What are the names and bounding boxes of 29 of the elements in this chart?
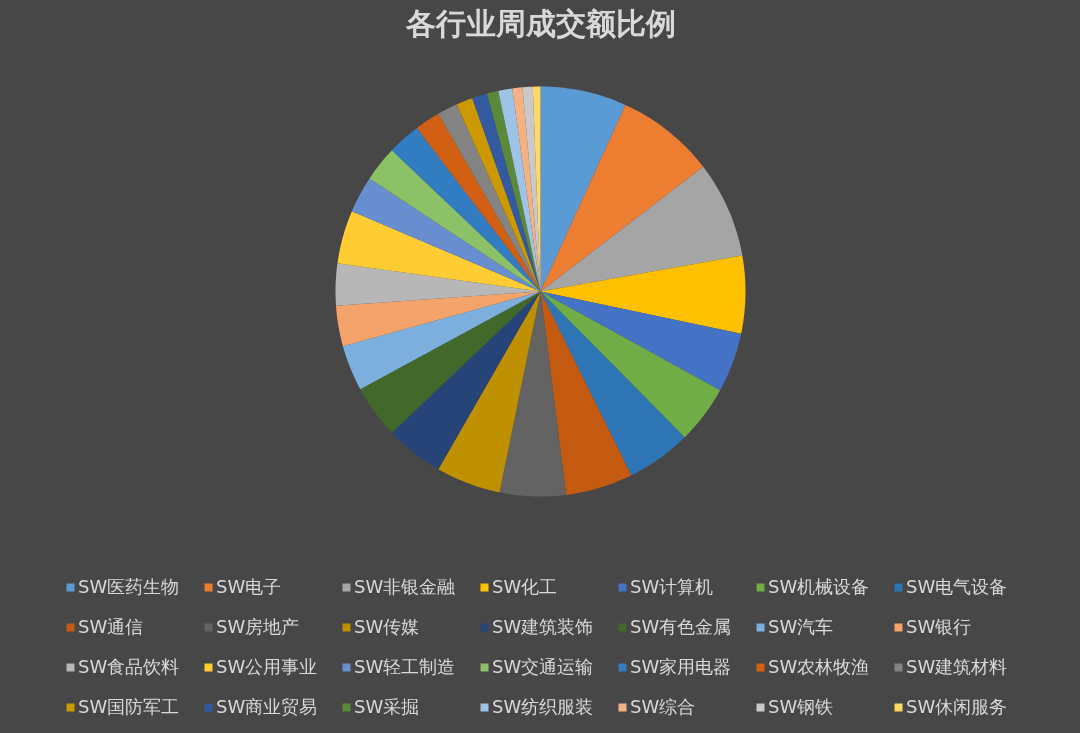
legend-label: SW电气设备 (906, 575, 1009, 599)
legend-label: SW有色金属 (630, 615, 733, 639)
legend-label: SW计算机 (630, 575, 715, 599)
legend-label: SW纺织服装 (492, 695, 595, 719)
legend-label: SW综合 (630, 695, 697, 719)
legend-label: SW汽车 (768, 615, 835, 639)
legend-label: SW公用事业 (216, 655, 319, 679)
legend-label: SW家用电器 (630, 655, 733, 679)
legend-label: SW通信 (78, 615, 145, 639)
legend-label: SW钢铁 (768, 695, 835, 719)
legend-label: SW电子 (216, 575, 283, 599)
legend-label: SW建筑材料 (906, 655, 1009, 679)
legend-label: SW食品饮料 (78, 655, 181, 679)
legend-label: SW医药生物 (78, 575, 181, 599)
chart-title: 各行业周成交额比例 (404, 5, 676, 41)
legend-label: SW采掘 (354, 695, 421, 719)
legend-label: SW传媒 (354, 615, 421, 639)
legend-label: SW非银金融 (354, 575, 457, 599)
legend-label: SW商业贸易 (216, 695, 319, 719)
legend-label: SW交通运输 (492, 655, 595, 679)
legend-label: SW房地产 (216, 615, 301, 639)
legend-label: SW化工 (492, 575, 559, 599)
legend-label: SW国防军工 (78, 695, 181, 719)
legend-label: SW机械设备 (768, 575, 871, 599)
legend-label: SW银行 (906, 615, 973, 639)
legend-label: SW建筑装饰 (492, 615, 595, 639)
legend-label: SW休闲服务 (906, 695, 1009, 719)
legend-label: SW轻工制造 (354, 655, 457, 679)
legend-label: SW农林牧渔 (768, 655, 871, 679)
